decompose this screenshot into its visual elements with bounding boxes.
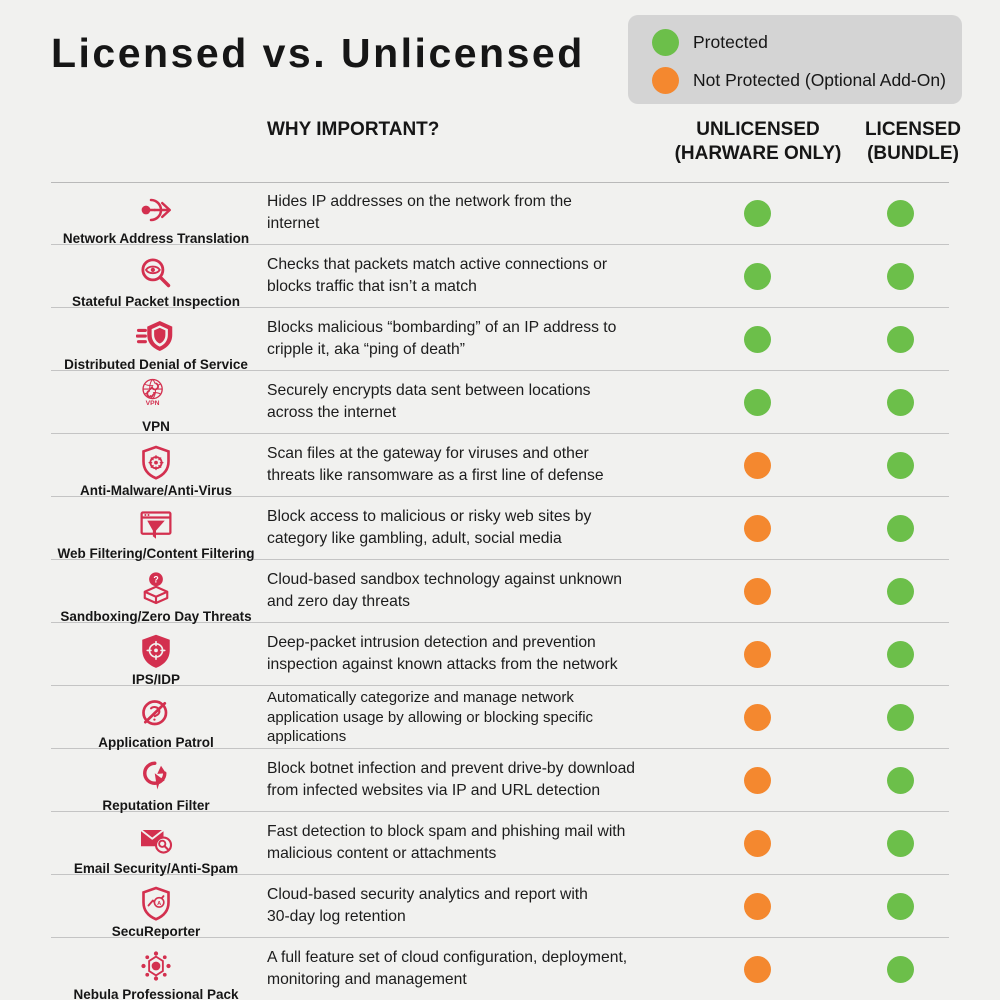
svg-text:?: ? [153,574,158,584]
svg-text:A: A [157,901,161,907]
svg-text:VPN: VPN [146,400,160,407]
